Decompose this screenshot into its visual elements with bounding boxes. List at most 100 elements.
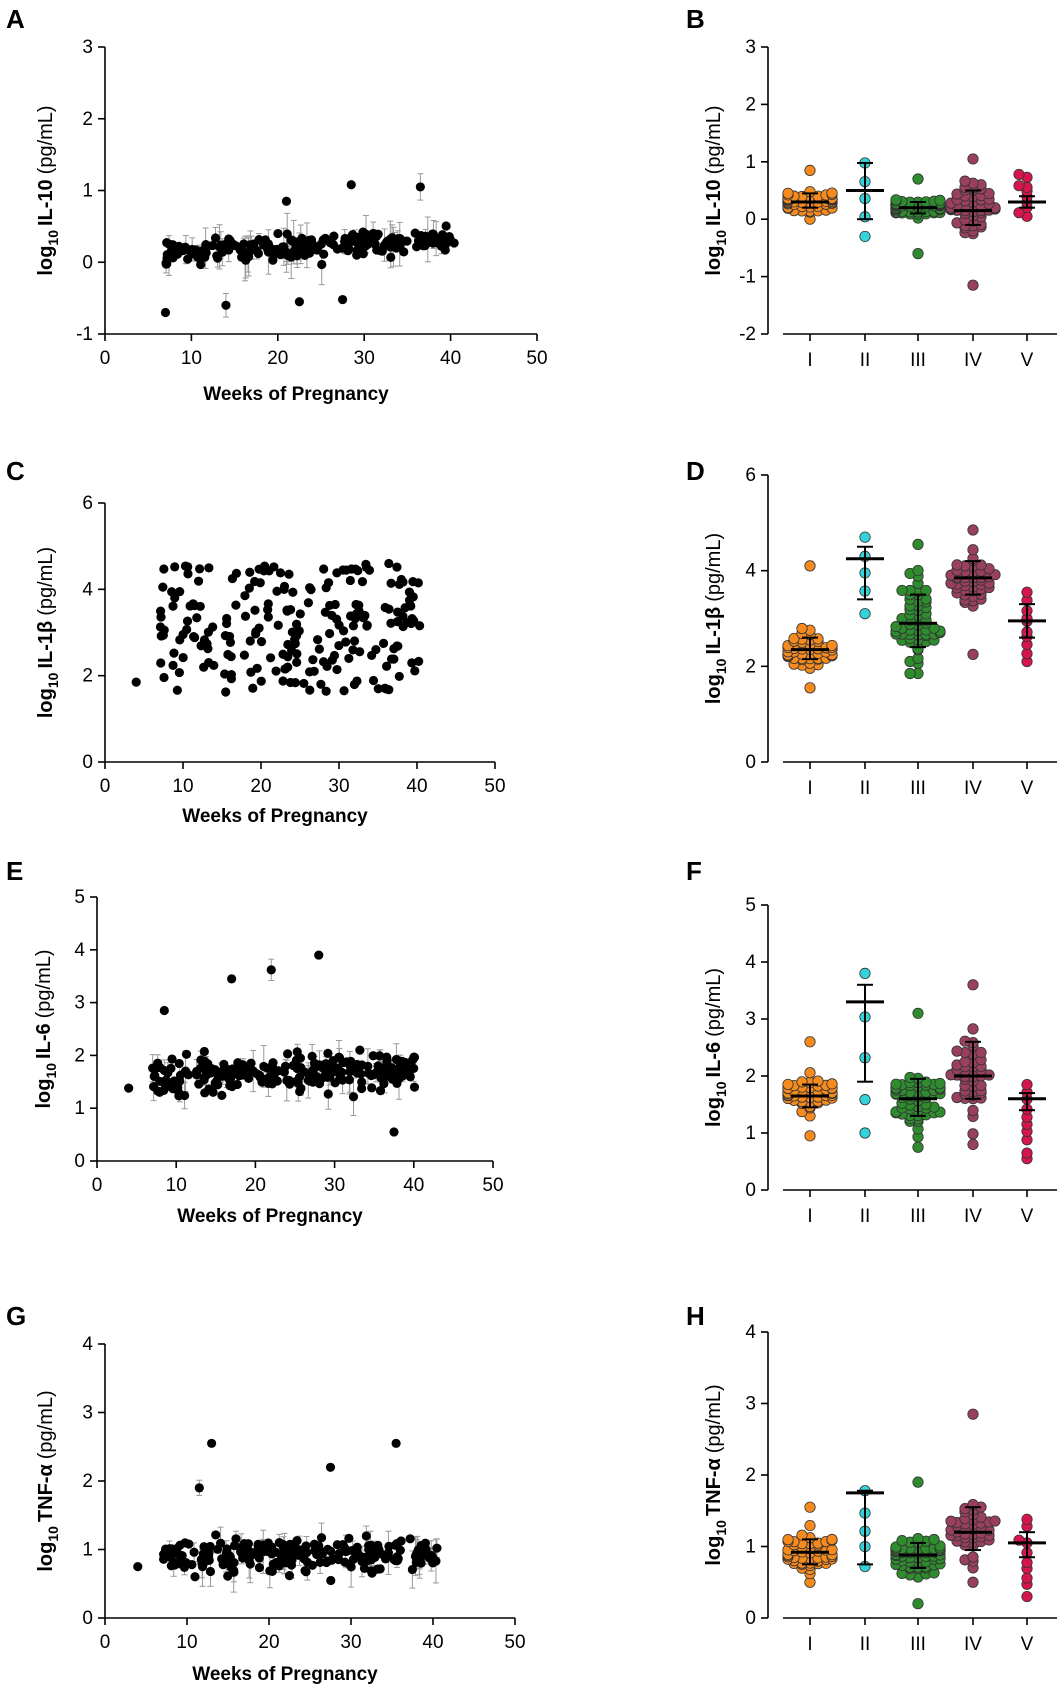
data-point bbox=[292, 657, 302, 667]
data-point bbox=[414, 656, 424, 666]
data-point bbox=[159, 1554, 169, 1564]
y-tick-label-f: 4 bbox=[745, 952, 756, 973]
data-point bbox=[305, 1074, 316, 1084]
data-point bbox=[247, 243, 257, 253]
data-point bbox=[200, 1088, 210, 1098]
data-point bbox=[158, 582, 168, 592]
data-point bbox=[322, 1072, 332, 1082]
data-point bbox=[278, 649, 288, 659]
data-point bbox=[232, 1079, 242, 1090]
data-point-III bbox=[890, 620, 902, 633]
data-point bbox=[290, 639, 300, 649]
data-point bbox=[341, 637, 351, 647]
data-point bbox=[193, 576, 204, 586]
data-point bbox=[246, 1058, 256, 1068]
data-point bbox=[211, 1076, 222, 1086]
data-point bbox=[291, 1055, 302, 1065]
data-point bbox=[392, 1078, 402, 1088]
data-point bbox=[201, 248, 211, 258]
data-point bbox=[263, 604, 273, 615]
data-point bbox=[244, 583, 254, 593]
data-point bbox=[299, 678, 309, 689]
data-point bbox=[155, 606, 166, 616]
data-point bbox=[386, 578, 396, 588]
data-point bbox=[405, 1534, 415, 1544]
group-V bbox=[1008, 1513, 1046, 1603]
data-point bbox=[225, 637, 236, 647]
data-point bbox=[203, 644, 213, 654]
data-point bbox=[325, 1462, 336, 1472]
data-point-IV bbox=[959, 175, 971, 187]
y-tick-label-d: 6 bbox=[745, 465, 756, 486]
data-point bbox=[313, 635, 323, 645]
data-point bbox=[196, 259, 206, 270]
category-label-f: V bbox=[1021, 1206, 1034, 1227]
panel-letter-e: E bbox=[6, 856, 23, 886]
group-V bbox=[1008, 586, 1046, 668]
data-point bbox=[396, 574, 406, 585]
data-point bbox=[243, 1539, 253, 1549]
data-point-I bbox=[804, 1519, 816, 1532]
data-point-III bbox=[904, 667, 916, 680]
y-axis-title-sub: 10 bbox=[43, 1063, 59, 1079]
data-point bbox=[205, 1566, 216, 1577]
data-point bbox=[292, 248, 302, 258]
x-tick-label-a: 10 bbox=[181, 348, 202, 369]
data-point bbox=[441, 221, 451, 231]
data-point bbox=[162, 259, 172, 269]
data-point bbox=[334, 620, 344, 630]
data-point bbox=[240, 611, 251, 621]
data-point-II bbox=[859, 1127, 871, 1139]
data-point bbox=[203, 627, 213, 637]
data-point bbox=[444, 231, 454, 242]
data-point bbox=[153, 1058, 163, 1068]
data-point bbox=[352, 250, 362, 260]
category-label-d: II bbox=[860, 778, 871, 799]
data-point-II bbox=[859, 230, 871, 243]
data-point bbox=[410, 666, 420, 676]
x-tick-label-a: 50 bbox=[526, 348, 547, 369]
data-point bbox=[221, 687, 231, 697]
data-point bbox=[170, 593, 180, 603]
data-point bbox=[283, 1049, 293, 1059]
data-point bbox=[314, 1545, 324, 1555]
data-point bbox=[322, 661, 332, 672]
data-point bbox=[260, 561, 270, 571]
data-point bbox=[167, 1544, 177, 1554]
data-point bbox=[284, 569, 294, 579]
data-point-IV bbox=[967, 524, 979, 536]
data-point bbox=[332, 1540, 342, 1550]
data-point bbox=[301, 1567, 311, 1577]
data-point bbox=[303, 598, 314, 608]
data-point bbox=[408, 592, 418, 602]
data-point bbox=[221, 300, 231, 310]
y-axis-title-prefix: log bbox=[35, 688, 57, 718]
data-point bbox=[426, 1551, 436, 1561]
data-point bbox=[294, 297, 304, 307]
y-tick-label-h: 3 bbox=[745, 1394, 756, 1415]
y-axis-title-sub: 10 bbox=[45, 230, 61, 246]
data-point bbox=[190, 1572, 200, 1582]
category-label-f: II bbox=[860, 1206, 871, 1227]
data-point-IV bbox=[945, 1515, 957, 1527]
data-point bbox=[192, 613, 202, 623]
data-point bbox=[288, 587, 298, 597]
data-point bbox=[224, 242, 234, 252]
y-tick-label-a: 0 bbox=[82, 252, 93, 273]
data-point-III bbox=[912, 564, 924, 577]
category-label-h: I bbox=[807, 1634, 812, 1655]
data-point bbox=[410, 228, 420, 238]
data-point bbox=[398, 621, 408, 632]
y-axis-title-a: log10 IL-10 (pg/mL) bbox=[35, 105, 61, 275]
data-point-V bbox=[1021, 586, 1033, 598]
data-point bbox=[341, 242, 351, 252]
y-tick-label-c: 2 bbox=[82, 666, 93, 687]
data-point-I bbox=[804, 1067, 816, 1079]
x-tick-label-e: 50 bbox=[482, 1175, 503, 1196]
data-point bbox=[314, 644, 324, 654]
x-tick-label-c: 0 bbox=[100, 776, 111, 797]
data-point bbox=[254, 1563, 265, 1573]
data-point bbox=[149, 1082, 159, 1092]
